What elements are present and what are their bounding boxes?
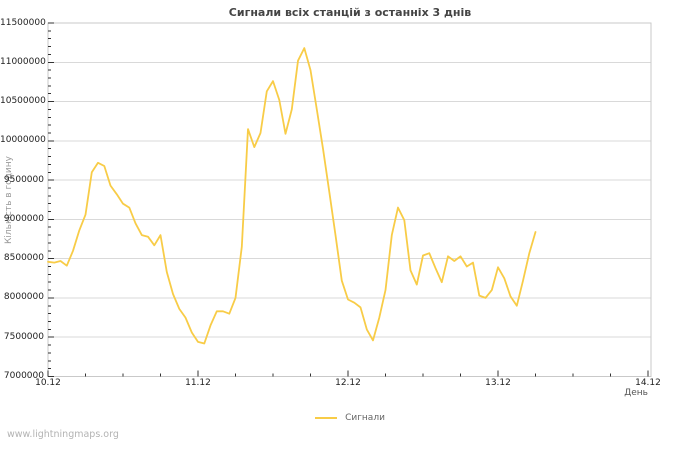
y-tick-label: 8500000 [3,253,44,264]
y-tick-label: 9500000 [3,174,44,185]
y-tick-label: 11000000 [0,56,46,67]
signals-line [47,47,537,345]
x-tick-label: 14.12 [635,378,661,388]
y-tick-label: 7000000 [3,371,44,381]
legend: Сигнали [0,413,700,423]
y-tick-label: 8000000 [3,292,44,303]
x-tick-label: 12.12 [335,378,361,388]
plot-frame [47,22,652,377]
y-tick-label: 7500000 [3,331,44,342]
x-axis-title: День [624,388,648,398]
legend-line-swatch [315,417,338,419]
y-tick-label: 11500000 [0,17,46,28]
y-tick-label: 10000000 [0,135,46,146]
x-tick-label: 11.12 [185,378,211,388]
legend-label: Сигнали [345,413,385,423]
watermark-link: www.lightningmaps.org [7,429,119,440]
y-tick-label: 10500000 [0,96,46,107]
x-tick-label: 10.12 [35,378,61,388]
y-tick-label: 9000000 [3,213,44,224]
x-tick-label: 13.12 [485,378,511,388]
chart-title: Сигнали всіх станцій з останніх 3 днів [228,6,472,19]
